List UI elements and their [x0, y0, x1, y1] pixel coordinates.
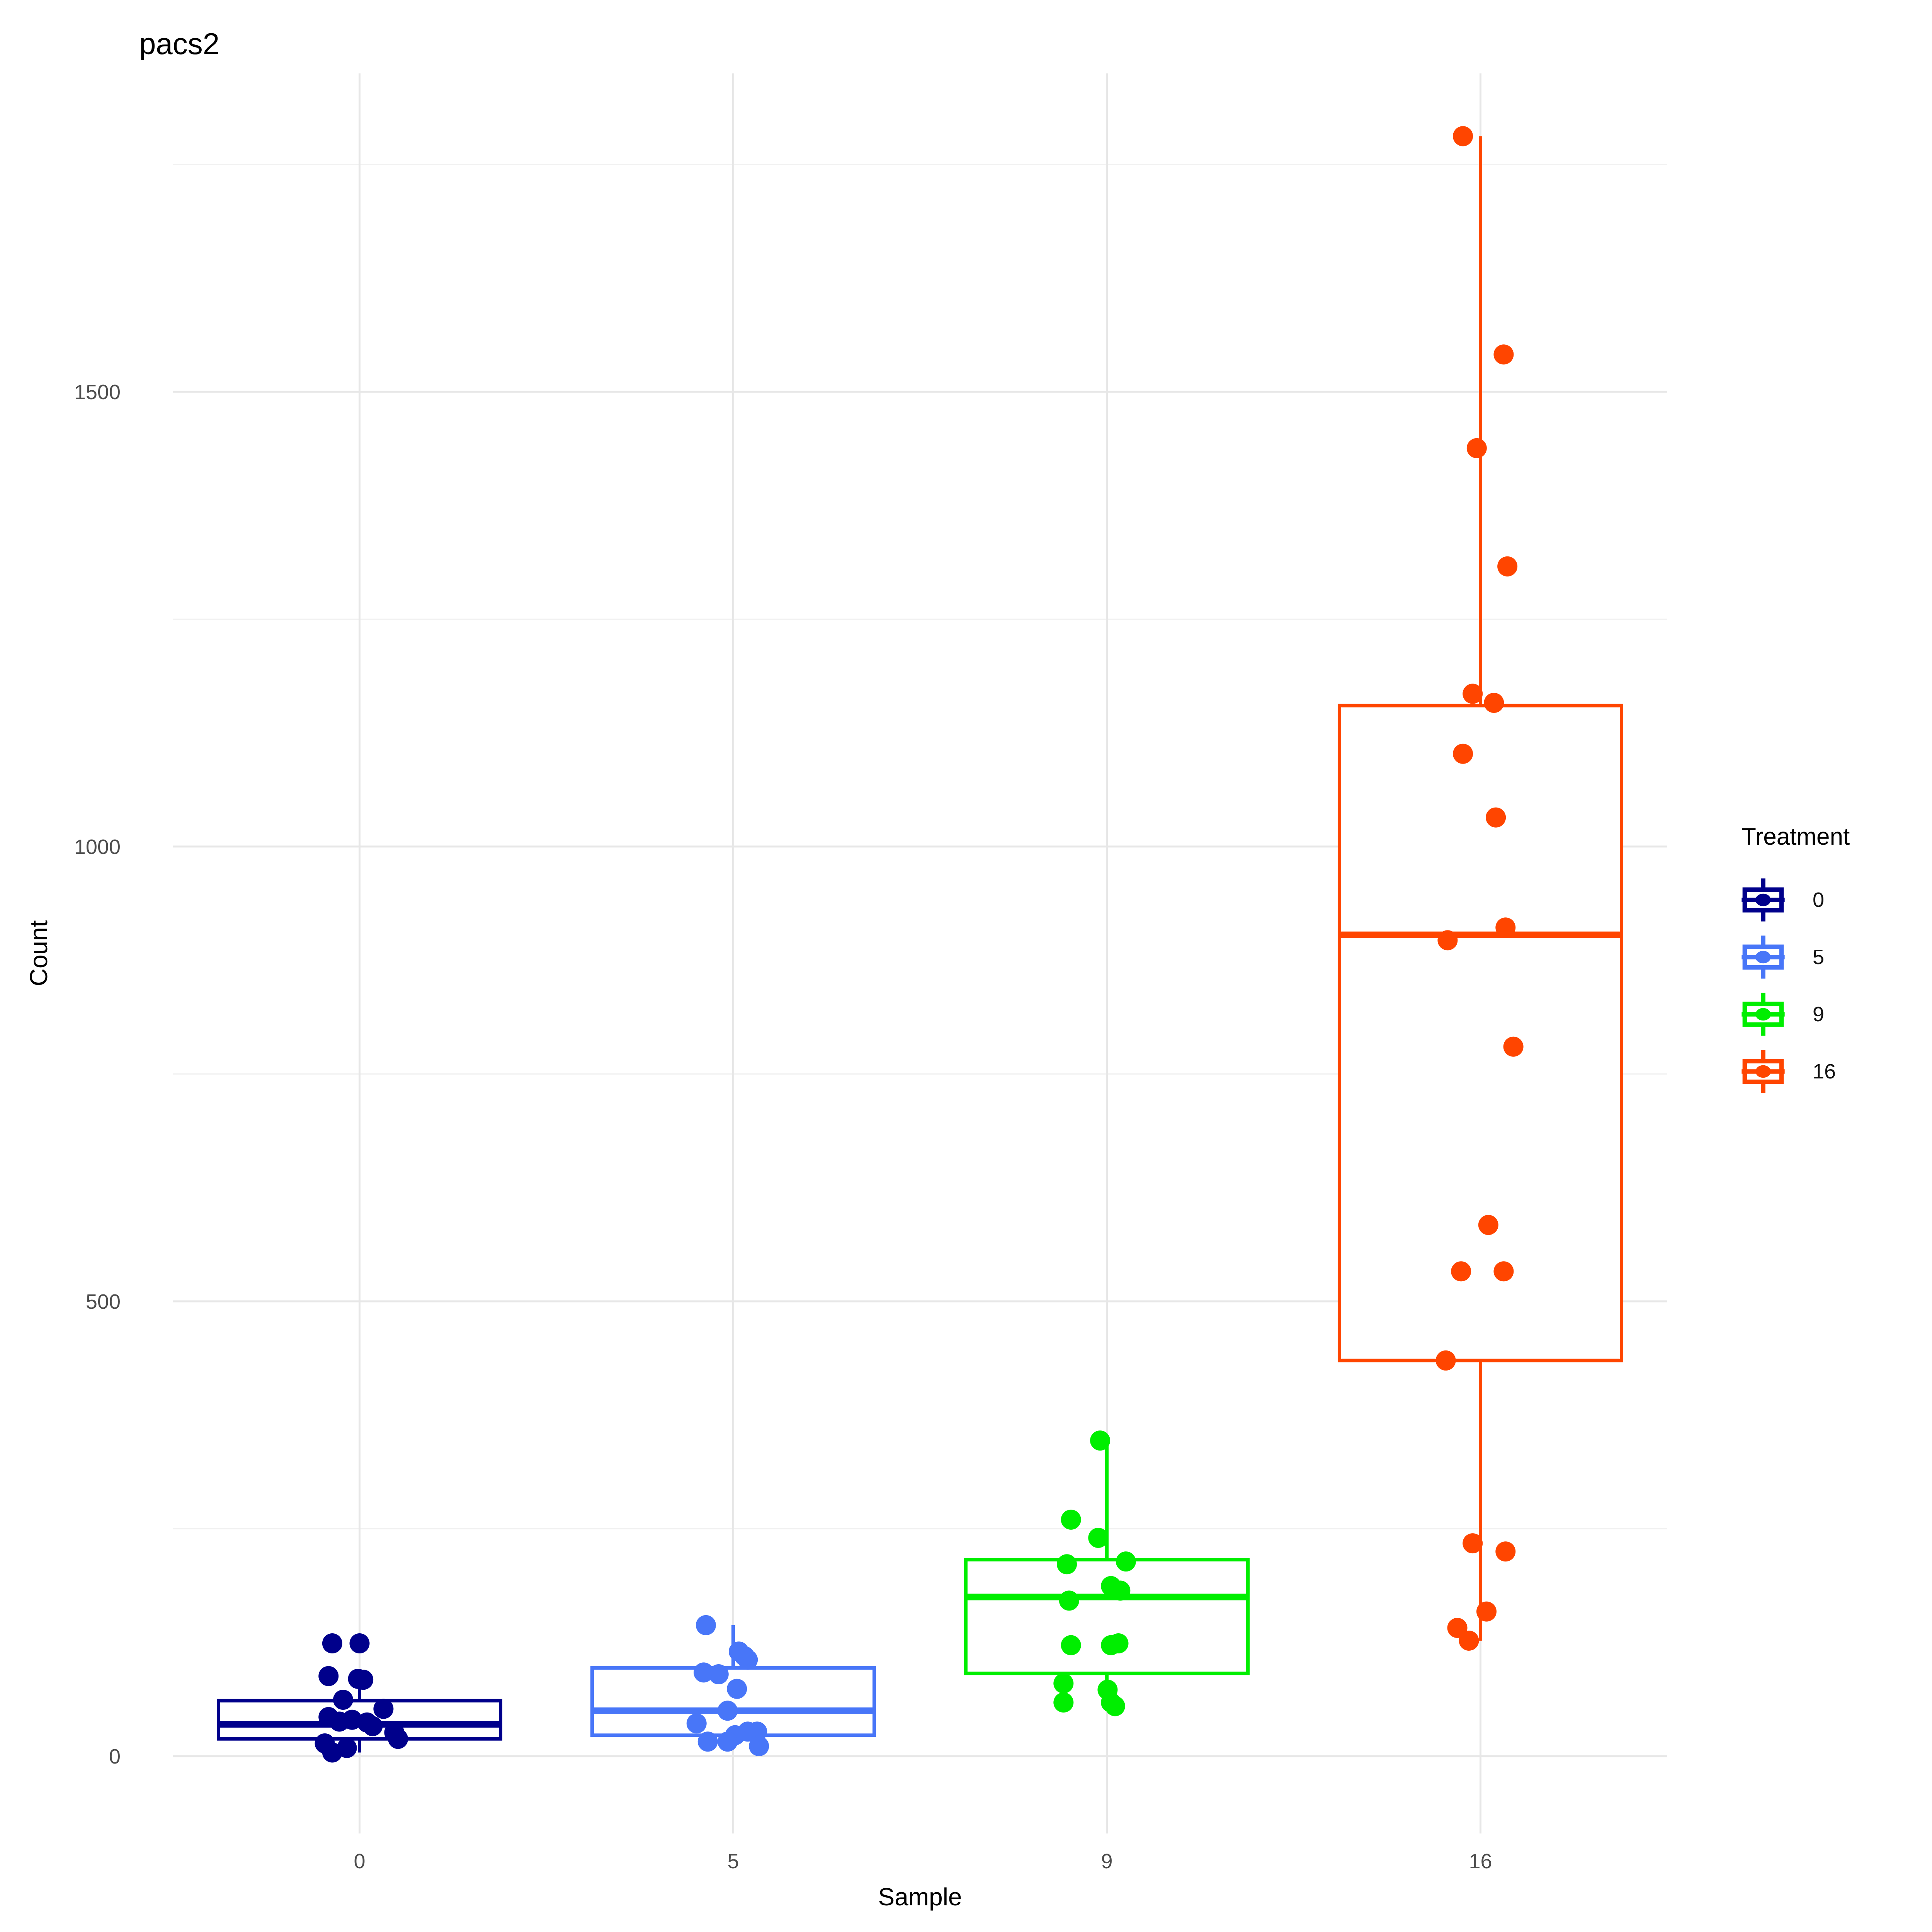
jitter-point-16 [1495, 1541, 1516, 1562]
jitter-point-5 [697, 1731, 718, 1752]
legend-entry-0: 0 [1741, 878, 1850, 922]
jitter-point-16 [1466, 438, 1487, 458]
jitter-point-0 [388, 1729, 408, 1749]
jitter-point-16 [1463, 1533, 1483, 1554]
jitter-point-0 [373, 1699, 394, 1719]
jitter-point-9 [1057, 1554, 1077, 1575]
jitter-point-16 [1495, 917, 1516, 938]
jitter-point-0 [329, 1711, 350, 1732]
jitter-point-0 [362, 1716, 383, 1736]
jitter-point-9 [1059, 1590, 1079, 1611]
jitter-point-9 [1053, 1692, 1074, 1713]
jitter-point-9 [1061, 1509, 1081, 1530]
y-tick-label: 0 [109, 1745, 121, 1768]
legend-label-9: 9 [1813, 1003, 1825, 1026]
jitter-point-16 [1497, 556, 1518, 577]
jitter-point-0 [322, 1742, 342, 1763]
jitter-point-16 [1435, 1350, 1456, 1371]
legend-key-5-icon [1742, 935, 1785, 979]
jitter-point-5 [696, 1615, 716, 1635]
jitter-point-16 [1493, 1261, 1514, 1282]
legend-key-16-icon [1742, 1050, 1785, 1093]
jitter-point-9 [1116, 1551, 1136, 1572]
jitter-point-9 [1090, 1430, 1111, 1451]
jitter-point-16 [1453, 743, 1473, 764]
y-tick-label: 1500 [74, 381, 121, 404]
jitter-point-9 [1061, 1635, 1081, 1655]
legend-key-0-icon [1742, 878, 1785, 922]
x-tick-label: 16 [1469, 1850, 1492, 1873]
jitter-point-0 [349, 1633, 370, 1654]
jitter-point-9 [1105, 1696, 1125, 1716]
plot-title: pacs2 [139, 27, 220, 61]
legend-title: Treatment [1742, 823, 1850, 850]
jitter-point-0 [353, 1670, 374, 1690]
jitter-point-16 [1451, 1261, 1471, 1282]
x-tick-label: 5 [727, 1850, 739, 1873]
jitter-point-16 [1493, 344, 1514, 365]
jitter-point-9 [1101, 1635, 1121, 1655]
jitter-point-9 [1053, 1673, 1074, 1694]
legend-entry-9: 9 [1741, 992, 1850, 1037]
legend-label-5: 5 [1813, 946, 1825, 969]
jitter-point-16 [1437, 930, 1458, 951]
x-axis-title: Sample [878, 1883, 962, 1911]
jitter-point-5 [717, 1701, 738, 1721]
y-tick-label: 1000 [74, 835, 121, 859]
jitter-point-5 [708, 1664, 729, 1685]
jitter-point-0 [333, 1689, 353, 1710]
jitter-point-5 [749, 1736, 769, 1757]
jitter-point-16 [1484, 692, 1504, 713]
jitter-point-0 [318, 1666, 339, 1686]
jitter-point-16 [1453, 126, 1473, 146]
jitter-point-16 [1486, 807, 1506, 828]
legend: Treatment 0 5 9 16 [1741, 823, 1850, 1106]
legend-key-9-icon [1742, 993, 1785, 1036]
jitter-point-16 [1447, 1617, 1468, 1638]
boxplot-box-5 [590, 1666, 876, 1737]
jitter-point-16 [1459, 1630, 1479, 1651]
x-tick-label: 0 [354, 1850, 365, 1873]
y-tick-label: 500 [86, 1290, 121, 1313]
jitter-point-16 [1476, 1601, 1497, 1622]
jitter-point-0 [322, 1633, 342, 1654]
legend-entry-16: 16 [1741, 1049, 1850, 1094]
legend-label-0: 0 [1813, 888, 1825, 912]
boxplot-box-9 [964, 1558, 1250, 1675]
jitter-point-5 [694, 1662, 714, 1683]
jitter-point-9 [1110, 1580, 1131, 1601]
boxplot-box-16 [1337, 704, 1624, 1362]
jitter-point-16 [1463, 684, 1483, 704]
x-tick-label: 9 [1101, 1850, 1112, 1873]
legend-entries: 0 5 9 16 [1741, 878, 1850, 1094]
jitter-point-5 [717, 1731, 738, 1752]
jitter-point-5 [686, 1713, 707, 1734]
legend-label-16: 16 [1813, 1060, 1836, 1083]
jitter-point-5 [738, 1650, 758, 1670]
jitter-point-9 [1088, 1527, 1109, 1548]
legend-entry-5: 5 [1741, 935, 1850, 980]
jitter-point-16 [1478, 1215, 1498, 1235]
jitter-point-5 [727, 1679, 747, 1699]
jitter-point-16 [1503, 1036, 1524, 1057]
